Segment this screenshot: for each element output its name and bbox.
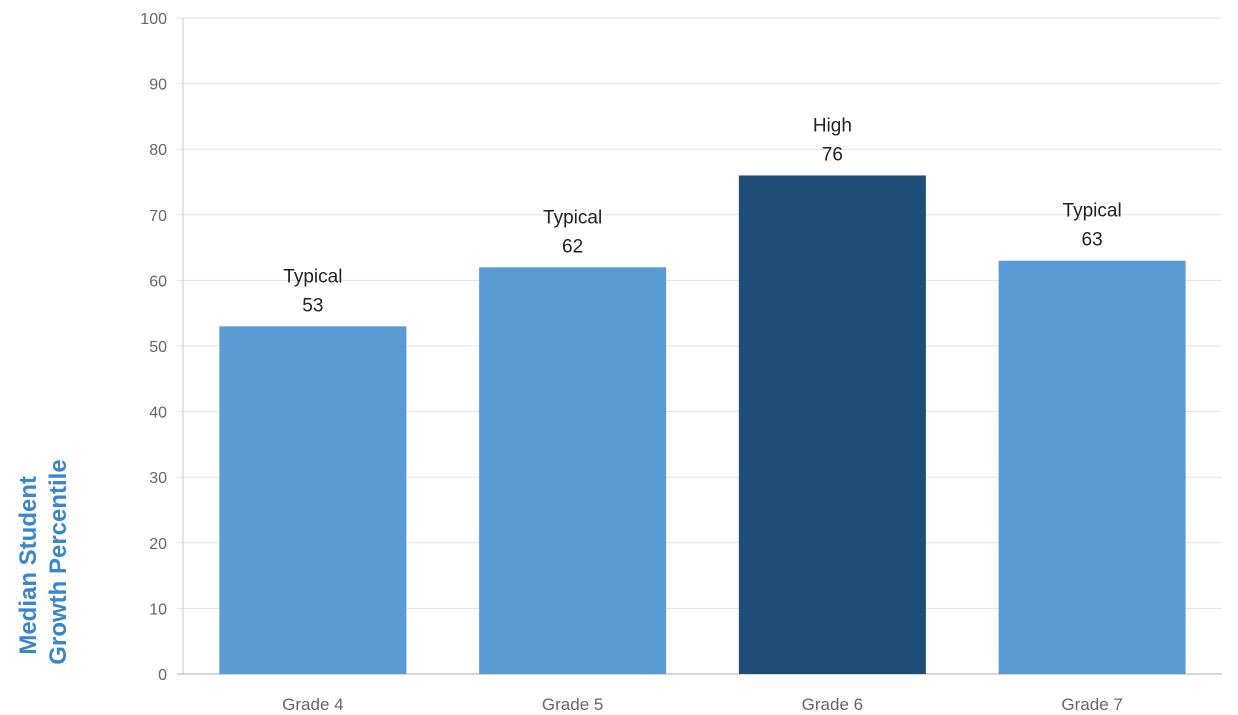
bars (219, 175, 1186, 674)
y-tick-label: 10 (149, 601, 167, 618)
y-tick-label: 30 (149, 470, 167, 487)
y-axis-title-line-2: Growth Percentile (45, 459, 72, 664)
bar-category-label: Typical (543, 207, 602, 228)
bar-value-label: 63 (1082, 230, 1103, 251)
bar-value-label: 62 (562, 236, 583, 257)
y-tick-label: 40 (149, 405, 167, 422)
bar-grade-6 (738, 175, 926, 674)
x-category-label: Grade 4 (282, 695, 343, 714)
x-axis-categories: Grade 4 Grade 5 Grade 6 Grade 7 (282, 695, 1123, 714)
bar-category-label: Typical (1063, 201, 1122, 222)
x-category-label: Grade 5 (542, 695, 603, 714)
y-tick-label: 60 (149, 273, 167, 290)
y-tick-label: 0 (158, 667, 167, 684)
y-axis-title: Median Student Growth Percentile (15, 459, 72, 664)
bar-value-label: 76 (822, 144, 843, 165)
bar-grade-5 (479, 267, 667, 674)
bar-grade-4 (219, 326, 407, 674)
bar-category-label: Typical (283, 266, 342, 287)
bar-value-label: 53 (302, 295, 323, 316)
data-labels: Typical 53 Typical 62 High 76 Typical 63 (283, 115, 1121, 316)
y-tick-label: 20 (149, 536, 167, 553)
y-tick-label: 70 (149, 208, 167, 225)
y-tick-label: 90 (149, 77, 167, 94)
y-tick-label: 80 (149, 142, 167, 159)
bar-category-label: High (813, 115, 852, 136)
y-tick-label: 50 (149, 339, 167, 356)
x-category-label: Grade 6 (802, 695, 863, 714)
bar-grade-7 (998, 260, 1186, 674)
y-tick-label: 100 (140, 11, 167, 28)
y-axis-ticks: 0 10 20 30 40 50 60 70 80 90 100 (140, 11, 167, 684)
y-axis-title-line-1: Median Student (15, 476, 42, 655)
x-category-label: Grade 7 (1061, 695, 1122, 714)
